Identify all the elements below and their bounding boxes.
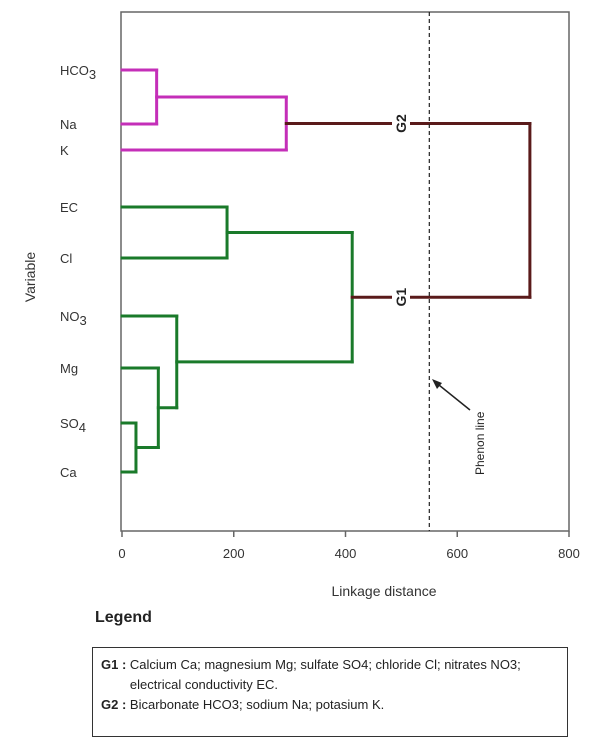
legend-text-g2: Bicarbonate HCO3; sodium Na; potasium K. [129, 697, 385, 712]
x-axis-ticks: 0 200 400 600 800 [118, 531, 580, 561]
legend-title: Legend [95, 609, 152, 626]
group-label-bg-g2 [392, 106, 410, 141]
x-tick-label-0: 0 [118, 546, 125, 561]
legend-text-g1: Calcium Ca; magnesium Mg; sulfate SO4; c… [129, 657, 521, 692]
x-tick-label-600: 600 [446, 546, 468, 561]
variable-label-k: K [60, 143, 69, 158]
phenon-arrow [433, 380, 471, 411]
dendrogram-links [120, 68, 532, 474]
y-axis-title: Variable [22, 252, 38, 303]
legend-box: G1 : Calcium Ca; magnesium Mg; sulfate S… [92, 647, 568, 737]
legend-entry-g1: G1 : Calcium Ca; magnesium Mg; sulfate S… [101, 655, 559, 695]
x-axis-title: Linkage distance [331, 583, 436, 599]
x-tick-label-200: 200 [223, 546, 245, 561]
phenon-line-label: Phenon line [473, 411, 487, 475]
variable-label-so4: SO4 [60, 416, 86, 435]
variable-label-cl: Cl [60, 251, 72, 266]
variable-label-ec: EC [60, 200, 78, 215]
group-label-g1: G1 [393, 288, 409, 307]
phenon-arrowhead [432, 379, 442, 389]
plot-frame [120, 11, 570, 532]
x-tick-label-400: 400 [335, 546, 357, 561]
variable-label-ca: Ca [60, 465, 77, 480]
x-tick-label-800: 800 [558, 546, 580, 561]
variable-label-no3: NO3 [60, 309, 87, 328]
legend-entry-g2: G2 : Bicarbonate HCO3; sodium Na; potasi… [101, 695, 559, 715]
dendrogram-chart: 0 200 400 600 800 HCO3 Na K EC Cl NO3 Mg SO4 Ca G2 G1… [22, 11, 580, 599]
group-label-bg-g1 [392, 280, 410, 315]
legend-key-g2: G2 : [101, 697, 130, 712]
variable-label-mg: Mg [60, 361, 78, 376]
legend-key-g1: G1 : [101, 657, 130, 672]
variable-labels: HCO3 Na K EC Cl NO3 Mg SO4 Ca [60, 63, 96, 480]
group-labels: G2 G1 [392, 106, 410, 315]
group-label-g2: G2 [393, 114, 409, 133]
phenon-annotation: Phenon line [432, 379, 487, 475]
variable-label-hco3: HCO3 [60, 63, 96, 82]
variable-label-na: Na [60, 117, 77, 132]
